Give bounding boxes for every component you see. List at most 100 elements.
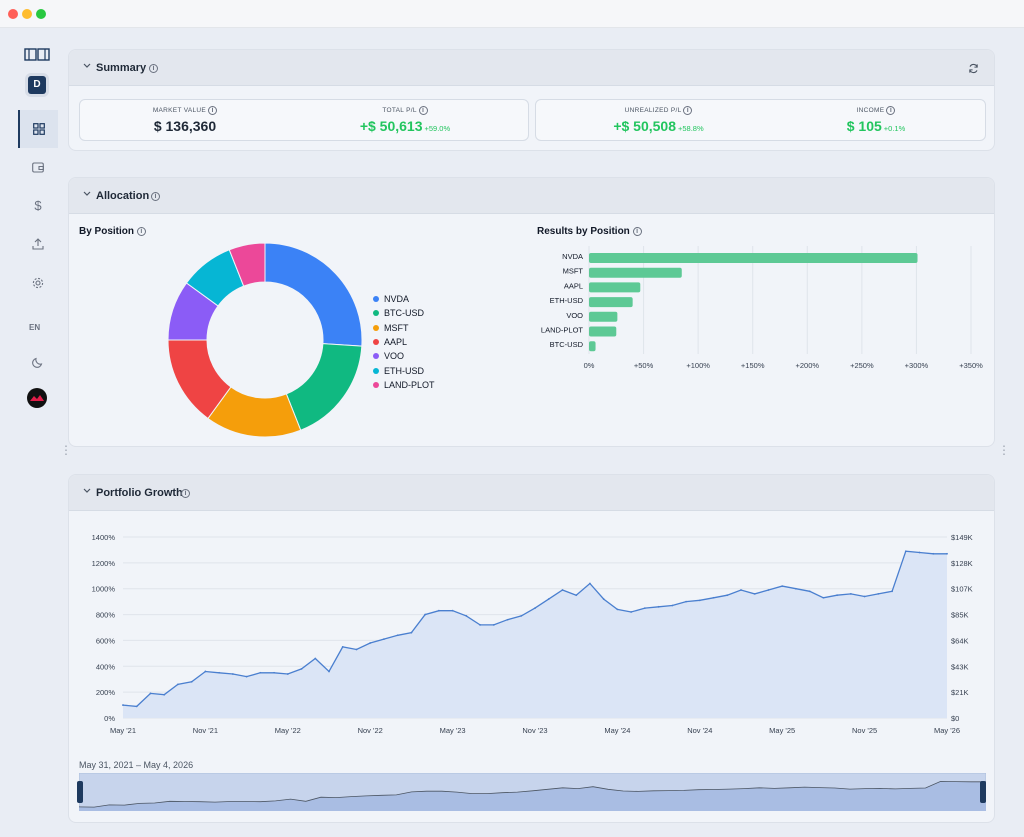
data-point bbox=[643, 607, 646, 610]
info-icon[interactable]: i bbox=[149, 64, 158, 73]
data-point bbox=[520, 614, 523, 617]
legend-swatch bbox=[373, 367, 379, 374]
summary-header[interactable]: Summary i bbox=[69, 50, 994, 86]
navigator-line bbox=[79, 780, 986, 808]
bar-land-plot bbox=[589, 326, 617, 337]
sidebar: D $ EN bbox=[0, 28, 58, 837]
x-tick-label: May '26 bbox=[934, 726, 960, 735]
layout-toggle-icon[interactable] bbox=[24, 48, 50, 62]
legend-item-aapl[interactable]: AAPL bbox=[373, 335, 435, 349]
data-point bbox=[273, 671, 275, 674]
x-tick-label: 0% bbox=[584, 361, 595, 370]
data-point bbox=[479, 624, 481, 626]
y-tick-label-right: $107K bbox=[951, 585, 973, 594]
data-point bbox=[726, 594, 729, 597]
data-point bbox=[932, 552, 935, 555]
legend-item-nvda[interactable]: NVDA bbox=[373, 292, 435, 306]
info-icon[interactable]: i bbox=[632, 226, 642, 236]
resize-handle-left-icon[interactable]: ⋮ bbox=[60, 443, 72, 457]
market-value-metric: MARKET VALUE i $ 136,360 bbox=[140, 106, 230, 134]
avatar[interactable]: D bbox=[28, 76, 46, 94]
x-tick-label: +200% bbox=[796, 361, 820, 370]
data-point bbox=[808, 590, 811, 593]
range-handle-right[interactable] bbox=[980, 781, 986, 803]
x-tick-label: Nov '21 bbox=[193, 726, 218, 735]
app-logo[interactable] bbox=[27, 388, 47, 408]
data-point bbox=[863, 595, 866, 598]
data-point bbox=[918, 551, 921, 554]
sidebar-item-dollar[interactable]: $ bbox=[18, 186, 58, 224]
info-icon[interactable]: i bbox=[136, 226, 146, 236]
y-tick-label-left: 0% bbox=[104, 714, 115, 723]
data-point bbox=[712, 596, 715, 599]
chevron-down-icon[interactable] bbox=[83, 191, 91, 197]
legend-item-btc-usd[interactable]: BTC-USD bbox=[373, 306, 435, 320]
bar-voo bbox=[589, 311, 618, 322]
info-icon[interactable]: i bbox=[151, 192, 160, 201]
info-icon[interactable]: i bbox=[683, 106, 693, 115]
chevron-down-icon[interactable] bbox=[83, 488, 91, 494]
x-tick-label: +350% bbox=[959, 361, 983, 370]
sidebar-item-settings[interactable] bbox=[18, 264, 58, 302]
allocation-header[interactable]: Allocation i bbox=[69, 178, 994, 214]
resize-handle-right-icon[interactable]: ⋮ bbox=[998, 443, 1010, 457]
bar-aapl bbox=[589, 282, 641, 293]
data-point bbox=[534, 607, 536, 610]
sidebar-item-upload[interactable] bbox=[18, 225, 58, 263]
x-tick-label: Nov '25 bbox=[852, 726, 877, 735]
x-tick-label: May '24 bbox=[604, 726, 630, 735]
legend-item-land-plot[interactable]: LAND-PLOT bbox=[373, 378, 435, 392]
growth-title: Portfolio Growth bbox=[96, 487, 183, 499]
data-point bbox=[396, 634, 399, 637]
gear-icon bbox=[32, 277, 44, 289]
language-toggle[interactable]: EN bbox=[29, 323, 41, 332]
data-point bbox=[561, 589, 564, 591]
maximize-window-button[interactable] bbox=[36, 9, 46, 19]
unrealized-pl-metric: UNREALIZED P/L i +$ 50,508 +58.8% bbox=[601, 106, 716, 134]
refresh-icon[interactable] bbox=[968, 63, 979, 74]
summary-panel: Summary i MARKET VALUE i $ 136,360 TOTAL… bbox=[68, 49, 995, 151]
data-point bbox=[753, 592, 756, 595]
legend-label: MSFT bbox=[384, 322, 409, 333]
by-position-title: By Position i bbox=[79, 226, 146, 237]
dashboard-icon bbox=[33, 123, 45, 135]
data-point bbox=[575, 594, 578, 597]
data-point bbox=[177, 683, 179, 686]
total-pl-pct: +59.0% bbox=[424, 124, 451, 133]
moon-icon bbox=[32, 357, 43, 368]
bar-eth-usd bbox=[589, 297, 633, 308]
unrealized-pl-pct: +58.8% bbox=[678, 124, 704, 133]
navigator-area bbox=[79, 781, 986, 811]
info-icon[interactable]: i bbox=[418, 106, 428, 115]
data-point bbox=[877, 592, 880, 595]
legend-label: VOO bbox=[384, 351, 405, 362]
sidebar-item-wallet[interactable] bbox=[18, 148, 58, 186]
bar-btc-usd bbox=[589, 341, 596, 352]
legend-item-msft[interactable]: MSFT bbox=[373, 321, 435, 335]
legend-item-voo[interactable]: VOO bbox=[373, 349, 435, 363]
info-icon[interactable]: i bbox=[208, 106, 218, 115]
x-tick-label: +100% bbox=[686, 361, 710, 370]
market-value-label: MARKET VALUE bbox=[152, 107, 207, 115]
data-point bbox=[204, 670, 207, 673]
legend-label: NVDA bbox=[384, 294, 410, 305]
data-point bbox=[740, 589, 742, 591]
range-navigator[interactable] bbox=[79, 773, 986, 811]
info-icon[interactable]: i bbox=[181, 489, 190, 498]
sidebar-item-dashboard[interactable] bbox=[18, 110, 58, 148]
y-tick-label-right: $0 bbox=[951, 714, 959, 723]
data-point bbox=[547, 598, 550, 600]
data-point bbox=[231, 673, 234, 675]
minimize-window-button[interactable] bbox=[22, 9, 32, 19]
growth-header[interactable]: Portfolio Growth i bbox=[69, 475, 994, 511]
range-handle-left[interactable] bbox=[77, 781, 83, 803]
y-tick-label-right: $128K bbox=[951, 559, 973, 568]
legend-swatch bbox=[373, 310, 379, 317]
income-label: INCOME bbox=[856, 107, 885, 115]
legend-item-eth-usd[interactable]: ETH-USD bbox=[373, 363, 435, 377]
theme-toggle[interactable] bbox=[18, 343, 58, 381]
info-icon[interactable]: i bbox=[886, 106, 896, 115]
close-window-button[interactable] bbox=[8, 9, 18, 19]
by-position-title-text: By Position bbox=[79, 226, 135, 237]
chevron-down-icon[interactable] bbox=[83, 63, 91, 69]
